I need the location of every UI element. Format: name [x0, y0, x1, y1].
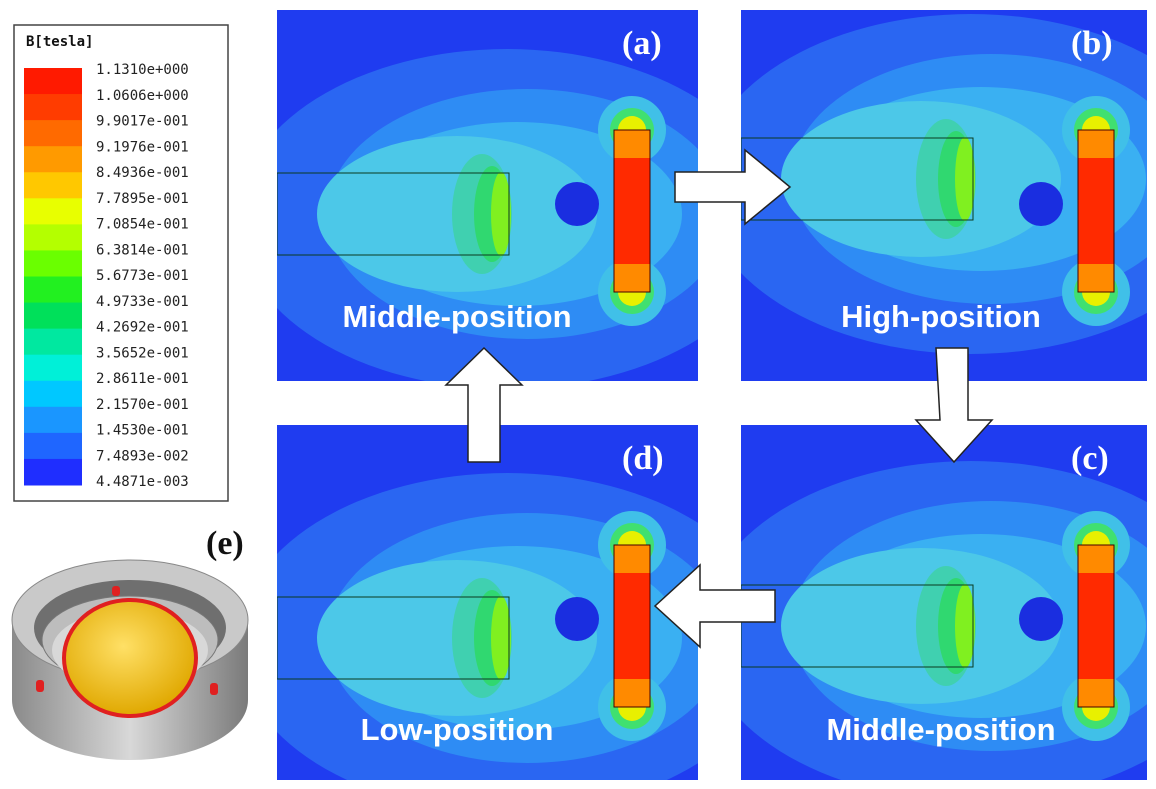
panel-tag: (d) [622, 440, 664, 477]
legend-label: 9.9017e-001 [96, 114, 189, 130]
field-zone [955, 137, 975, 221]
legend-swatch [24, 198, 82, 225]
legend-label: 6.3814e-001 [96, 242, 189, 258]
legend-label: 4.4871e-003 [96, 474, 189, 490]
legend-label: 5.6773e-001 [96, 268, 189, 284]
legend-swatch [24, 172, 82, 199]
legend-label: 9.1976e-001 [96, 139, 189, 155]
legend-swatch [24, 120, 82, 147]
legend-label: 4.9733e-001 [96, 294, 189, 310]
legend-swatch [24, 94, 82, 121]
panel-caption: Low-position [361, 712, 554, 747]
coil-tip [614, 545, 650, 573]
panel-caption: Middle-position [342, 299, 571, 334]
coil-tip [1078, 264, 1114, 292]
coil-tip [112, 586, 120, 596]
panel-caption: High-position [841, 299, 1041, 334]
field-zone [955, 584, 975, 668]
legend-swatch [24, 433, 82, 460]
coil-tip [210, 683, 218, 695]
legend-swatch [24, 459, 82, 486]
legend-swatch [24, 224, 82, 251]
panel-caption: Middle-position [826, 712, 1055, 747]
legend-swatch [24, 68, 82, 95]
field-zone [491, 172, 511, 256]
coil-tip [614, 130, 650, 158]
coil-tip [1078, 130, 1114, 158]
panel-tag: (a) [622, 25, 662, 62]
figure: B[tesla] 1.1310e+000 1.0606e+000 9.9017e-0… [0, 0, 1156, 789]
field-zone [491, 596, 511, 680]
legend-swatch [24, 407, 82, 434]
legend-label: 2.8611e-001 [96, 371, 189, 387]
legend-label: 7.4893e-002 [96, 448, 189, 464]
pole-hole [555, 182, 599, 226]
legend-label: 1.4530e-001 [96, 423, 189, 439]
inset-tag: (e) [206, 525, 244, 562]
coil-tip [36, 680, 44, 692]
legend-label: 2.1570e-001 [96, 397, 189, 413]
legend-label: 1.1310e+000 [96, 62, 189, 78]
legend-swatch [24, 381, 82, 408]
legend-title: B[tesla] [26, 34, 93, 50]
legend-label: 4.2692e-001 [96, 320, 189, 336]
inset-render [12, 560, 248, 760]
legend: 1.1310e+000 1.0606e+000 9.9017e-001 9.1976e… [24, 62, 189, 490]
legend-label: 1.0606e+000 [96, 88, 189, 104]
pole-hole [1019, 182, 1063, 226]
coil-tip [614, 679, 650, 707]
legend-label: 3.5652e-001 [96, 345, 189, 361]
legend-label: 8.4936e-001 [96, 165, 189, 181]
coil-tip [1078, 545, 1114, 573]
coil-tip [614, 264, 650, 292]
legend-swatch [24, 146, 82, 173]
legend-label: 7.7895e-001 [96, 191, 189, 207]
legend-swatch [24, 329, 82, 356]
legend-swatch [24, 250, 82, 277]
coil-tip [1078, 679, 1114, 707]
pole-hole [1019, 597, 1063, 641]
legend-swatch [24, 303, 82, 330]
pole-hole [555, 597, 599, 641]
panel-tag: (c) [1071, 440, 1109, 477]
legend-swatch [24, 355, 82, 382]
legend-label: 7.0854e-001 [96, 217, 189, 233]
panels: (a) Middle-position (b) High-position (c) Mid… [237, 10, 1156, 789]
panel-tag: (b) [1071, 25, 1113, 62]
legend-swatch [24, 277, 82, 304]
magnet-disc [64, 600, 196, 716]
